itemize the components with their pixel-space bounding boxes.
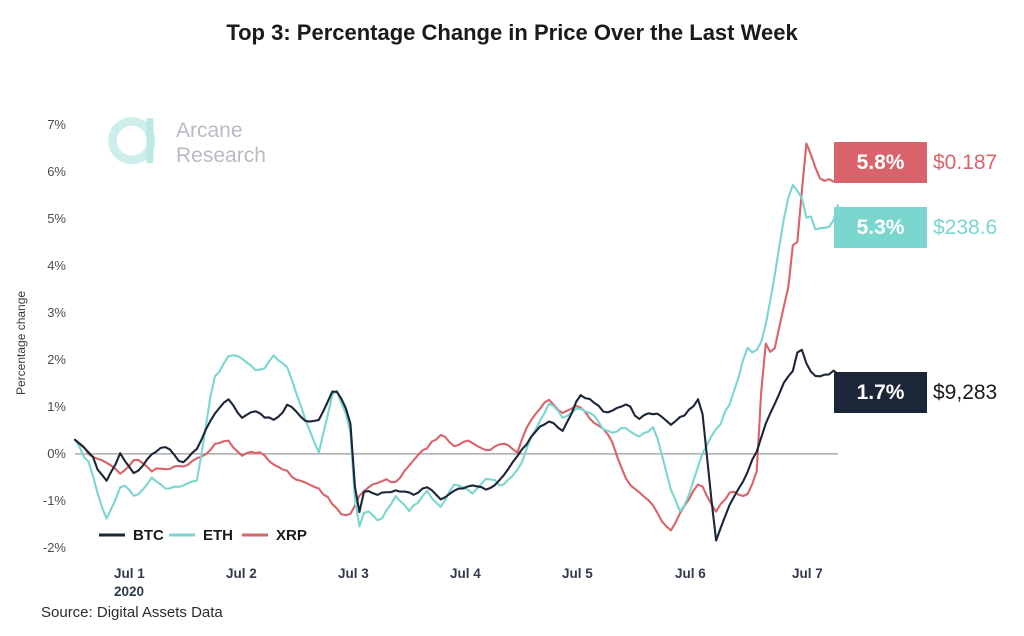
svg-text:BTC: BTC bbox=[133, 527, 164, 544]
svg-text:Jul 4: Jul 4 bbox=[450, 566, 481, 581]
svg-text:4%: 4% bbox=[47, 258, 66, 273]
svg-text:Jul 7: Jul 7 bbox=[792, 566, 823, 581]
svg-text:5%: 5% bbox=[47, 211, 66, 226]
svg-text:ETH: ETH bbox=[203, 527, 233, 544]
svg-text:Jul 1: Jul 1 bbox=[114, 566, 145, 581]
svg-text:0%: 0% bbox=[47, 446, 66, 461]
svg-text:Jul 3: Jul 3 bbox=[338, 566, 369, 581]
svg-text:2020: 2020 bbox=[114, 584, 144, 599]
svg-text:-1%: -1% bbox=[43, 493, 67, 508]
svg-text:6%: 6% bbox=[47, 164, 66, 179]
svg-text:XRP: XRP bbox=[276, 527, 307, 544]
svg-text:Jul 6: Jul 6 bbox=[675, 566, 706, 581]
svg-text:3%: 3% bbox=[47, 305, 66, 320]
svg-text:2%: 2% bbox=[47, 352, 66, 367]
svg-text:Jul 2: Jul 2 bbox=[226, 566, 257, 581]
svg-text:-2%: -2% bbox=[43, 540, 67, 555]
svg-text:Jul 5: Jul 5 bbox=[562, 566, 593, 581]
svg-text:7%: 7% bbox=[47, 117, 66, 132]
svg-text:1%: 1% bbox=[47, 399, 66, 414]
